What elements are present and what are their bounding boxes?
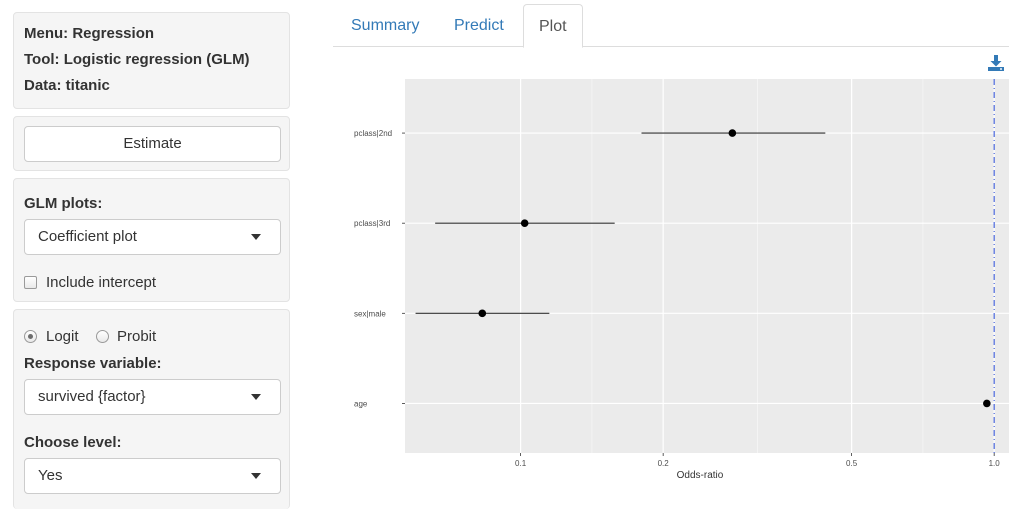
choose-level-label: Choose level: — [24, 434, 122, 451]
y-tick-label: pclass|3rd — [354, 219, 390, 228]
choose-level-select[interactable]: Yes — [24, 458, 281, 494]
logit-radio[interactable] — [24, 330, 37, 343]
tab-bar: Summary Predict Plot — [333, 0, 1009, 48]
estimate-point — [728, 129, 737, 137]
tab-predict[interactable]: Predict — [454, 17, 504, 34]
y-tick-label: sex|male — [354, 309, 386, 318]
estimate-panel: Estimate — [13, 116, 290, 171]
plot-panel — [405, 79, 1009, 453]
y-axis-labels: pclass|2nd pclass|3rd sex|male age — [354, 129, 405, 408]
response-variable-label: Response variable: — [24, 355, 162, 372]
y-tick-label: pclass|2nd — [354, 129, 392, 138]
probit-label: Probit — [117, 328, 157, 345]
menu-label: Menu: Regression — [24, 25, 155, 42]
probit-radio[interactable] — [96, 330, 109, 343]
tab-plot[interactable]: Plot — [523, 4, 583, 48]
glm-plots-select[interactable]: Coefficient plot — [24, 219, 281, 255]
tab-summary[interactable]: Summary — [351, 17, 420, 34]
caret-down-icon — [251, 234, 261, 240]
response-variable-select[interactable]: survived {factor} — [24, 379, 281, 415]
caret-down-icon — [251, 394, 261, 400]
x-axis-labels: 0.1 0.2 0.5 1.0 — [515, 453, 1000, 468]
info-panel: Menu: Regression Tool: Logistic regressi… — [13, 12, 290, 109]
x-axis-title: Odds-ratio — [677, 470, 724, 481]
estimate-point — [478, 309, 487, 318]
x-tick-label: 1.0 — [989, 459, 1001, 468]
glm-plots-panel: GLM plots: Coefficient plot Include inte… — [13, 178, 290, 302]
estimate-button[interactable]: Estimate — [24, 126, 281, 162]
caret-down-icon — [251, 473, 261, 479]
include-intercept-checkbox[interactable] — [24, 276, 37, 289]
plot-marks — [415, 129, 991, 408]
glm-plots-value: Coefficient plot — [38, 228, 137, 245]
choose-level-value: Yes — [38, 467, 63, 484]
tool-label: Tool: Logistic regression (GLM) — [24, 51, 250, 68]
data-label: Data: titanic — [24, 77, 110, 94]
x-tick-label: 0.1 — [515, 459, 527, 468]
x-tick-label: 0.5 — [846, 459, 858, 468]
x-tick-label: 0.2 — [658, 459, 670, 468]
download-icon[interactable] — [988, 55, 1004, 71]
include-intercept-label: Include intercept — [46, 274, 157, 291]
model-panel: Logit Probit Response variable: survived… — [13, 309, 290, 509]
y-tick-label: age — [354, 399, 368, 408]
estimate-point — [520, 219, 529, 227]
response-variable-value: survived {factor} — [38, 388, 146, 405]
glm-plots-label: GLM plots: — [24, 195, 103, 212]
sidebar: Menu: Regression Tool: Logistic regressi… — [0, 0, 300, 509]
logit-label: Logit — [46, 328, 79, 345]
estimate-point — [983, 399, 991, 408]
